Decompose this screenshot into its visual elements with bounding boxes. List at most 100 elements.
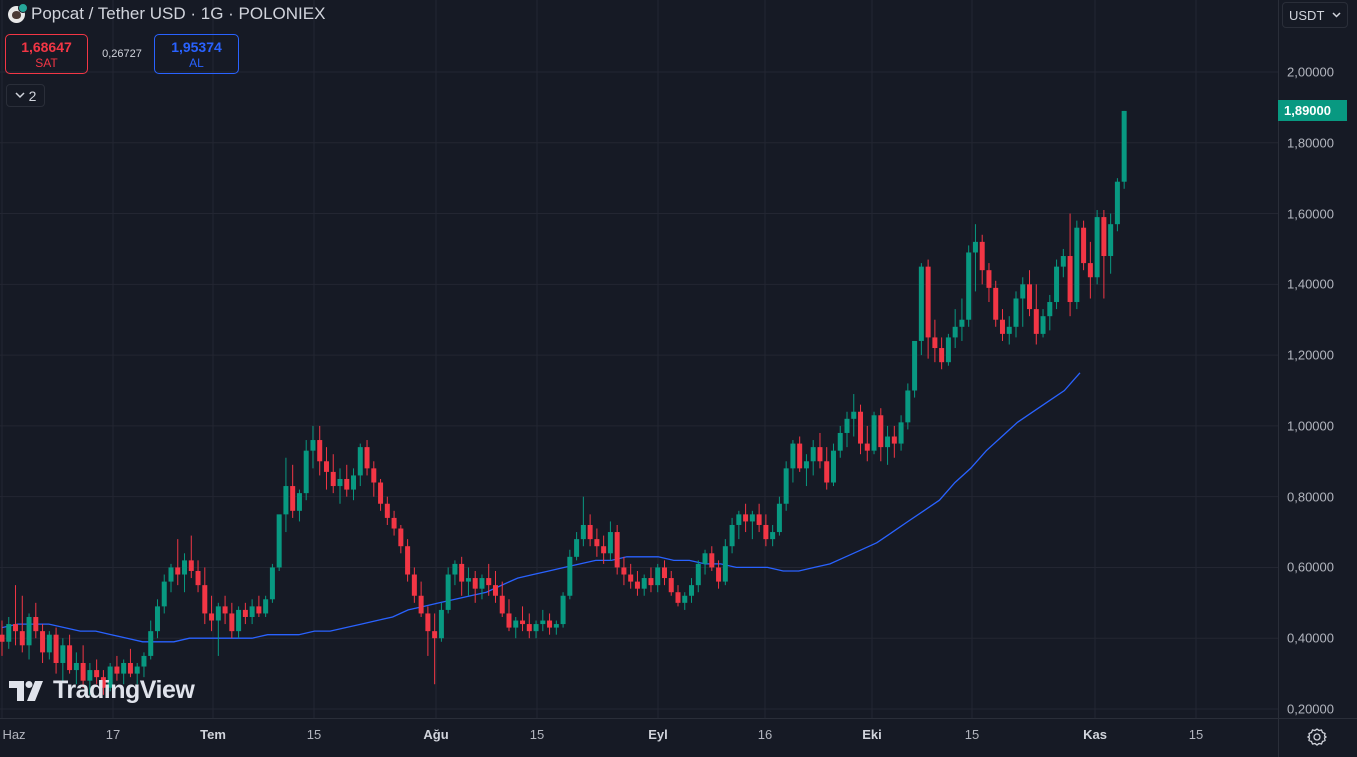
candle (229, 602, 235, 639)
candle (175, 539, 181, 586)
candle-body (19, 631, 25, 646)
candle-body (871, 415, 877, 451)
candle (1027, 270, 1033, 317)
candle (770, 524, 776, 547)
candle (506, 599, 512, 632)
candle-body (817, 447, 823, 462)
candle (574, 532, 580, 561)
candle-body (67, 645, 73, 671)
candle-body (459, 563, 465, 582)
sell-price: 1,68647 (21, 39, 72, 55)
candle-body (317, 440, 323, 462)
candle-body (290, 486, 296, 511)
indicators-toggle-button[interactable]: 2 (6, 84, 45, 107)
candle-body (594, 539, 600, 547)
candle (46, 631, 52, 660)
candle-body (40, 631, 46, 653)
candle-body (614, 532, 620, 568)
candle-body (689, 585, 695, 596)
price-tick-label: 1,40000 (1287, 276, 1334, 292)
candle-body (898, 422, 904, 444)
candle (709, 546, 715, 571)
tradingview-watermark[interactable]: TradingView (9, 676, 195, 705)
candle-body (1013, 298, 1019, 327)
candle (452, 560, 458, 586)
candle-body (574, 539, 580, 557)
candle (966, 245, 972, 327)
candle-body (283, 486, 289, 515)
candle (486, 563, 492, 596)
candle (411, 567, 417, 603)
candle (256, 595, 262, 617)
candle-body (202, 585, 208, 614)
candle (73, 652, 79, 685)
candle-body (709, 553, 715, 568)
chart-legend-title[interactable]: Popcat / Tether USD · 1G · POLONIEX (8, 2, 325, 24)
candle (209, 595, 215, 632)
candle (215, 602, 221, 656)
candle (749, 510, 755, 540)
candle (945, 333, 951, 366)
candle (337, 468, 343, 504)
buy-button[interactable]: 1,95374 AL (154, 34, 239, 74)
candle-body (999, 319, 1005, 334)
candle (391, 510, 397, 536)
candle (607, 521, 613, 561)
watermark-text: TradingView (53, 676, 195, 704)
candle-body (607, 532, 613, 554)
candle (695, 560, 701, 593)
sell-button[interactable]: 1,68647 SAT (5, 34, 88, 74)
candle (26, 613, 32, 660)
candle-body (53, 634, 59, 663)
currency-select[interactable]: USDT (1282, 2, 1348, 28)
last-price-label: 1,89000 (1278, 100, 1347, 122)
candle-body (682, 595, 688, 603)
candle-body (905, 390, 911, 423)
candle (743, 503, 749, 533)
candle (925, 259, 931, 359)
candle-body (0, 634, 5, 642)
candle-body (378, 482, 384, 504)
axis-corner (1278, 718, 1357, 757)
candle-body (452, 563, 458, 575)
chart-grid (0, 0, 1278, 718)
candle-body (26, 616, 32, 646)
candle (553, 620, 559, 635)
candle (513, 616, 519, 639)
candle (465, 567, 471, 596)
candle-body (486, 578, 492, 586)
candle (837, 425, 843, 458)
tradingview-logo-icon (9, 680, 43, 701)
candle (797, 436, 803, 472)
candle-body (425, 613, 431, 632)
time-axis[interactable]: Haz 17 Tem 15 Ağu 15 Eyl 16 Eki 15 Kas 15 (0, 718, 1278, 757)
price-tick-label: 1,00000 (1287, 418, 1334, 434)
candle (351, 468, 357, 501)
candle-body (1087, 263, 1093, 278)
candle (641, 574, 647, 596)
candle (1040, 309, 1046, 338)
candle (154, 599, 160, 639)
candle (844, 411, 850, 448)
candle (19, 595, 25, 653)
price-chart[interactable] (0, 0, 1278, 718)
chevron-down-icon (1332, 12, 1341, 18)
candle (0, 620, 5, 656)
candle (499, 581, 505, 617)
candle-body (87, 670, 93, 681)
candle (1081, 220, 1087, 271)
candle-body (344, 478, 350, 490)
candle-body (634, 581, 640, 589)
candle (148, 620, 154, 660)
candle (330, 454, 336, 494)
candle (864, 425, 870, 462)
candle (567, 549, 573, 600)
candle-body (276, 514, 282, 568)
settings-gear-icon[interactable] (1306, 726, 1328, 748)
candle (668, 570, 674, 596)
candle-body (351, 475, 357, 490)
candle-body (1060, 256, 1066, 267)
candle (763, 514, 769, 547)
candle-body (256, 606, 262, 614)
candle (959, 298, 965, 341)
